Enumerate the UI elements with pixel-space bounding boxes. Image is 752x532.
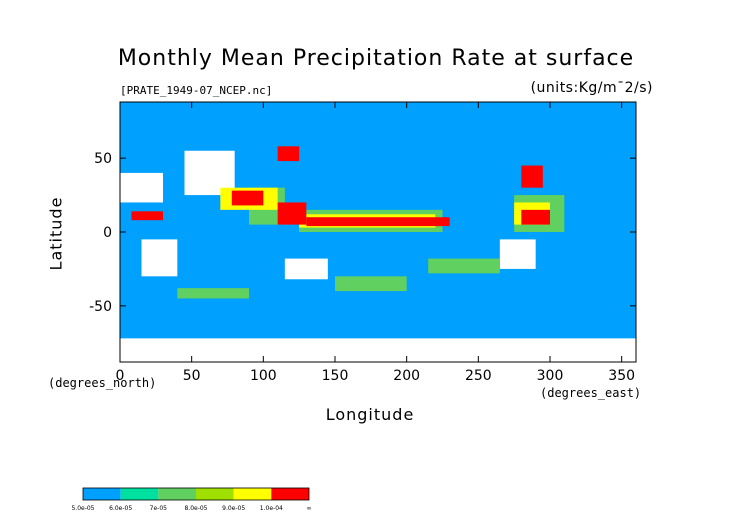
colorbar-label: 7e-05 xyxy=(150,505,167,512)
precip-region-missing xyxy=(499,239,536,269)
x-tick-label: 150 xyxy=(322,368,349,384)
colorbar-label: 6.0e-05 xyxy=(109,505,132,512)
precip-region-high xyxy=(277,146,300,162)
precip-region-low xyxy=(335,276,407,292)
colorbar-swatch xyxy=(233,488,272,500)
precip-region-missing xyxy=(141,239,178,277)
precip-region-low xyxy=(177,288,249,299)
x-tick-label: 0 xyxy=(116,368,125,384)
precip-region-missing xyxy=(120,172,163,203)
x-tick-label: 350 xyxy=(608,368,635,384)
x-tick-label: 300 xyxy=(537,368,564,384)
precip-region-high xyxy=(521,209,550,225)
precip-region-high xyxy=(231,190,264,206)
colorbar-swatch xyxy=(271,488,309,500)
colorbar-label: 8.0e-05 xyxy=(184,505,207,512)
precip-region-high xyxy=(277,202,307,225)
y-axis-units: (degrees_north) xyxy=(48,376,157,390)
colorbar-label: 9.0e-05 xyxy=(222,505,245,512)
y-tick-label: 50 xyxy=(94,151,112,167)
precip-region-missing xyxy=(284,258,328,280)
x-tick-label: 50 xyxy=(183,368,201,384)
units-label: (units:Kg/m¯2/s) xyxy=(530,80,653,96)
x-axis-label: Longitude xyxy=(325,405,415,424)
x-tick-label: 100 xyxy=(250,368,277,384)
x-tick-label: 200 xyxy=(393,368,420,384)
precip-region-high xyxy=(131,211,163,221)
colorbar-label: ∞ xyxy=(307,505,312,512)
plot-area xyxy=(119,101,637,363)
colorbar-swatch xyxy=(196,488,234,500)
colorbar-swatch xyxy=(158,488,196,500)
chart-title: Monthly Mean Precipitation Rate at surfa… xyxy=(117,46,635,71)
x-tick-label: 250 xyxy=(465,368,492,384)
file-label: [PRATE_1949-07_NCEP.nc] xyxy=(120,84,273,97)
y-axis: 50 0 -50 xyxy=(89,151,636,315)
precip-region-missing xyxy=(184,150,235,196)
colorbar-swatch xyxy=(120,488,159,500)
colorbar-legend: 5.0e-05 6.0e-05 7e-05 8.0e-05 9.0e-05 1.0e-04… xyxy=(71,487,312,512)
y-axis-label: Latitude xyxy=(46,196,66,271)
colorbar-frame xyxy=(82,487,310,501)
y-tick-label: -50 xyxy=(89,299,112,315)
precip-region-low xyxy=(428,258,500,274)
x-axis-units: (degrees_east) xyxy=(540,386,642,400)
precip-region-high xyxy=(306,217,450,227)
precip-region-high xyxy=(521,165,543,188)
colorbar-label: 5.0e-05 xyxy=(71,505,94,512)
colorbar-label: 1.0e-04 xyxy=(260,505,283,512)
precip-region-missing xyxy=(120,338,636,362)
colorbar-swatch xyxy=(83,488,121,500)
y-tick-label: 0 xyxy=(103,225,112,241)
x-axis: 0 50 100 150 200 250 300 350 xyxy=(116,102,635,384)
